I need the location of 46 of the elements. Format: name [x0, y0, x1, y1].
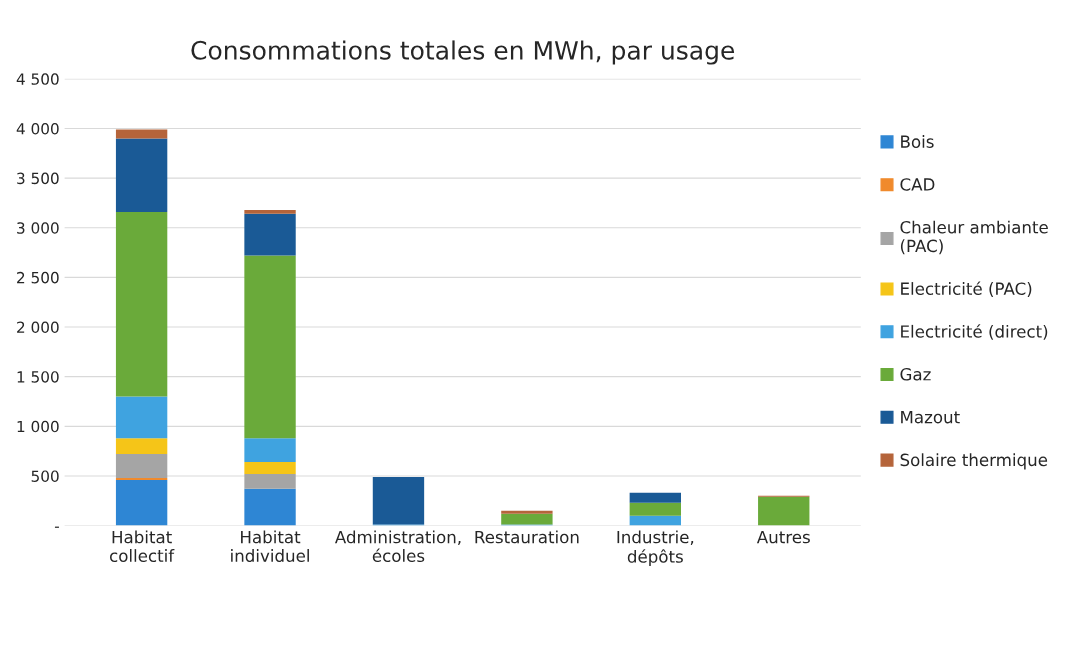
- legend-label: Electricité (direct): [901, 324, 1048, 340]
- bar: [501, 513, 553, 525]
- y-tick-label: 4 500: [16, 73, 59, 85]
- bar: [115, 129, 168, 139]
- y-tick-label: 2 500: [17, 271, 59, 284]
- legend-label: CAD: [900, 178, 935, 191]
- x-tick-label: Industrie, dépôts: [617, 530, 694, 567]
- bar: [244, 255, 296, 439]
- bar: [244, 438, 296, 463]
- bar: [372, 476, 425, 525]
- bar: [115, 396, 168, 439]
- bar: [629, 502, 681, 516]
- y-tick-label: 3 500: [17, 172, 59, 185]
- bar: [115, 479, 168, 526]
- legend-label: Bois: [901, 135, 934, 148]
- y-tick-label: 3 000: [17, 222, 59, 234]
- y-tick-label: -: [54, 526, 59, 528]
- bar: [501, 510, 553, 514]
- x-tick-label: Administration, écoles: [334, 530, 461, 563]
- bar: [629, 492, 681, 503]
- bar: [115, 438, 168, 455]
- x-tick-label: Habitat individuel: [231, 530, 309, 563]
- y-tick-label: 1 000: [17, 420, 59, 433]
- bar: [629, 515, 681, 526]
- legend-label: Solaire thermique: [900, 453, 1048, 470]
- bar: [244, 462, 296, 474]
- bar: [758, 496, 810, 526]
- legend-label: Electricité (PAC): [901, 281, 1032, 297]
- y-tick-label: 1 500: [17, 371, 59, 383]
- chart-title: Consommations totales en MWh, par usage: [191, 40, 735, 65]
- y-tick-label: 2 000: [17, 321, 59, 334]
- legend-label: Gaz: [900, 367, 931, 381]
- x-tick-label: Restauration: [475, 530, 579, 544]
- bar: [244, 473, 296, 489]
- y-tick-label: 500: [31, 470, 59, 482]
- bar: [115, 211, 168, 397]
- legend-label: Chaleur ambiante (PAC): [900, 220, 1048, 255]
- bar: [244, 213, 296, 256]
- bar: [115, 138, 168, 212]
- y-tick-label: 4 000: [16, 122, 59, 135]
- bar: [244, 488, 296, 526]
- x-tick-label: Habitat collectif: [110, 530, 175, 563]
- bar: [244, 209, 296, 214]
- x-tick-label: Autres: [756, 530, 810, 544]
- bar: [115, 454, 168, 478]
- legend-label: Mazout: [901, 410, 960, 424]
